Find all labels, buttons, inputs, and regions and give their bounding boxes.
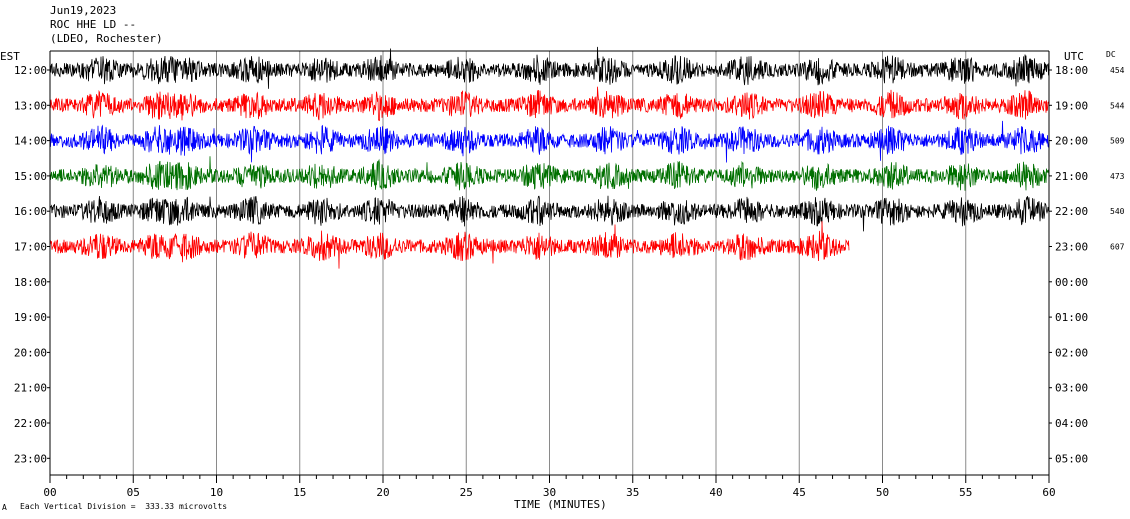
x-tick-label-10: 10 <box>210 486 223 499</box>
utc-hour-label: 23:00 <box>1055 241 1088 254</box>
trace-1700 <box>49 221 850 269</box>
date-label: Jun19,2023 <box>50 4 117 17</box>
est-hour-label: 17:00 <box>14 241 47 254</box>
utc-hour-label: 04:00 <box>1055 417 1088 430</box>
trace-1300 <box>49 86 1050 122</box>
dc-value-label: 540 <box>1110 207 1125 216</box>
chart-grid <box>132 51 967 475</box>
dc-value-label: 473 <box>1110 172 1125 181</box>
utc-hour-label: 20:00 <box>1055 135 1088 148</box>
est-hour-label: 14:00 <box>14 135 47 148</box>
utc-hour-label: 05:00 <box>1055 452 1088 465</box>
utc-hour-label: 02:00 <box>1055 346 1088 359</box>
dc-value-label: 607 <box>1110 243 1125 252</box>
x-tick-label-05: 05 <box>127 486 140 499</box>
x-tick-label-20: 20 <box>376 486 389 499</box>
trace-1400 <box>49 120 1050 163</box>
x-tick-label-55: 55 <box>959 486 972 499</box>
dc-axis-title: DC <box>1106 50 1116 59</box>
trace-1600 <box>49 195 1050 232</box>
est-hour-label: 16:00 <box>14 205 47 218</box>
est-hour-label: 20:00 <box>14 346 47 359</box>
utc-hour-label: 01:00 <box>1055 311 1088 324</box>
est-hour-label: 18:00 <box>14 276 47 289</box>
x-tick-label-15: 15 <box>293 486 306 499</box>
est-hour-label: 21:00 <box>14 382 47 395</box>
x-tick-label-25: 25 <box>460 486 473 499</box>
x-tick-label-40: 40 <box>709 486 722 499</box>
location-label: (LDEO, Rochester) <box>50 32 163 45</box>
est-hour-label: 22:00 <box>14 417 47 430</box>
x-axis-title: TIME (MINUTES) <box>514 498 607 511</box>
utc-hour-label: 21:00 <box>1055 170 1088 183</box>
trace-1200 <box>49 46 1050 89</box>
station-label: ROC HHE LD -- <box>50 18 137 31</box>
x-tick-label-50: 50 <box>876 486 889 499</box>
x-tick-label-60: 60 <box>1042 486 1055 499</box>
est-hour-label: 23:00 <box>14 452 47 465</box>
est-hour-label: 15:00 <box>14 170 47 183</box>
chart-axes: 00 05 10 15 20 25 30 35 40 45 50 55 60 12:00 18:00 13:0… <box>14 50 1125 499</box>
est-hour-label: 19:00 <box>14 311 47 324</box>
utc-hour-label: 22:00 <box>1055 205 1088 218</box>
x-tick-label-00: 00 <box>43 486 56 499</box>
dc-value-label: 454 <box>1110 66 1125 75</box>
division-note: Each Vertical Division = 333.33 microvol… <box>20 502 228 511</box>
utc-hour-label: 03:00 <box>1055 382 1088 395</box>
x-tick-label-45: 45 <box>793 486 806 499</box>
chart-traces <box>49 46 1050 269</box>
utc-hour-label: 18:00 <box>1055 64 1088 77</box>
x-tick-label-30: 30 <box>543 486 556 499</box>
est-hour-label: 12:00 <box>14 64 47 77</box>
est-axis-title: EST <box>0 50 20 63</box>
footer-marker: A <box>2 503 7 512</box>
dc-value-label: 544 <box>1110 101 1125 110</box>
utc-axis-title: UTC <box>1064 50 1084 63</box>
utc-hour-label: 00:00 <box>1055 276 1088 289</box>
x-tick-label-35: 35 <box>626 486 639 499</box>
utc-hour-label: 19:00 <box>1055 99 1088 112</box>
trace-1500 <box>49 156 1050 191</box>
dc-value-label: 509 <box>1110 137 1125 146</box>
est-hour-label: 13:00 <box>14 99 47 112</box>
